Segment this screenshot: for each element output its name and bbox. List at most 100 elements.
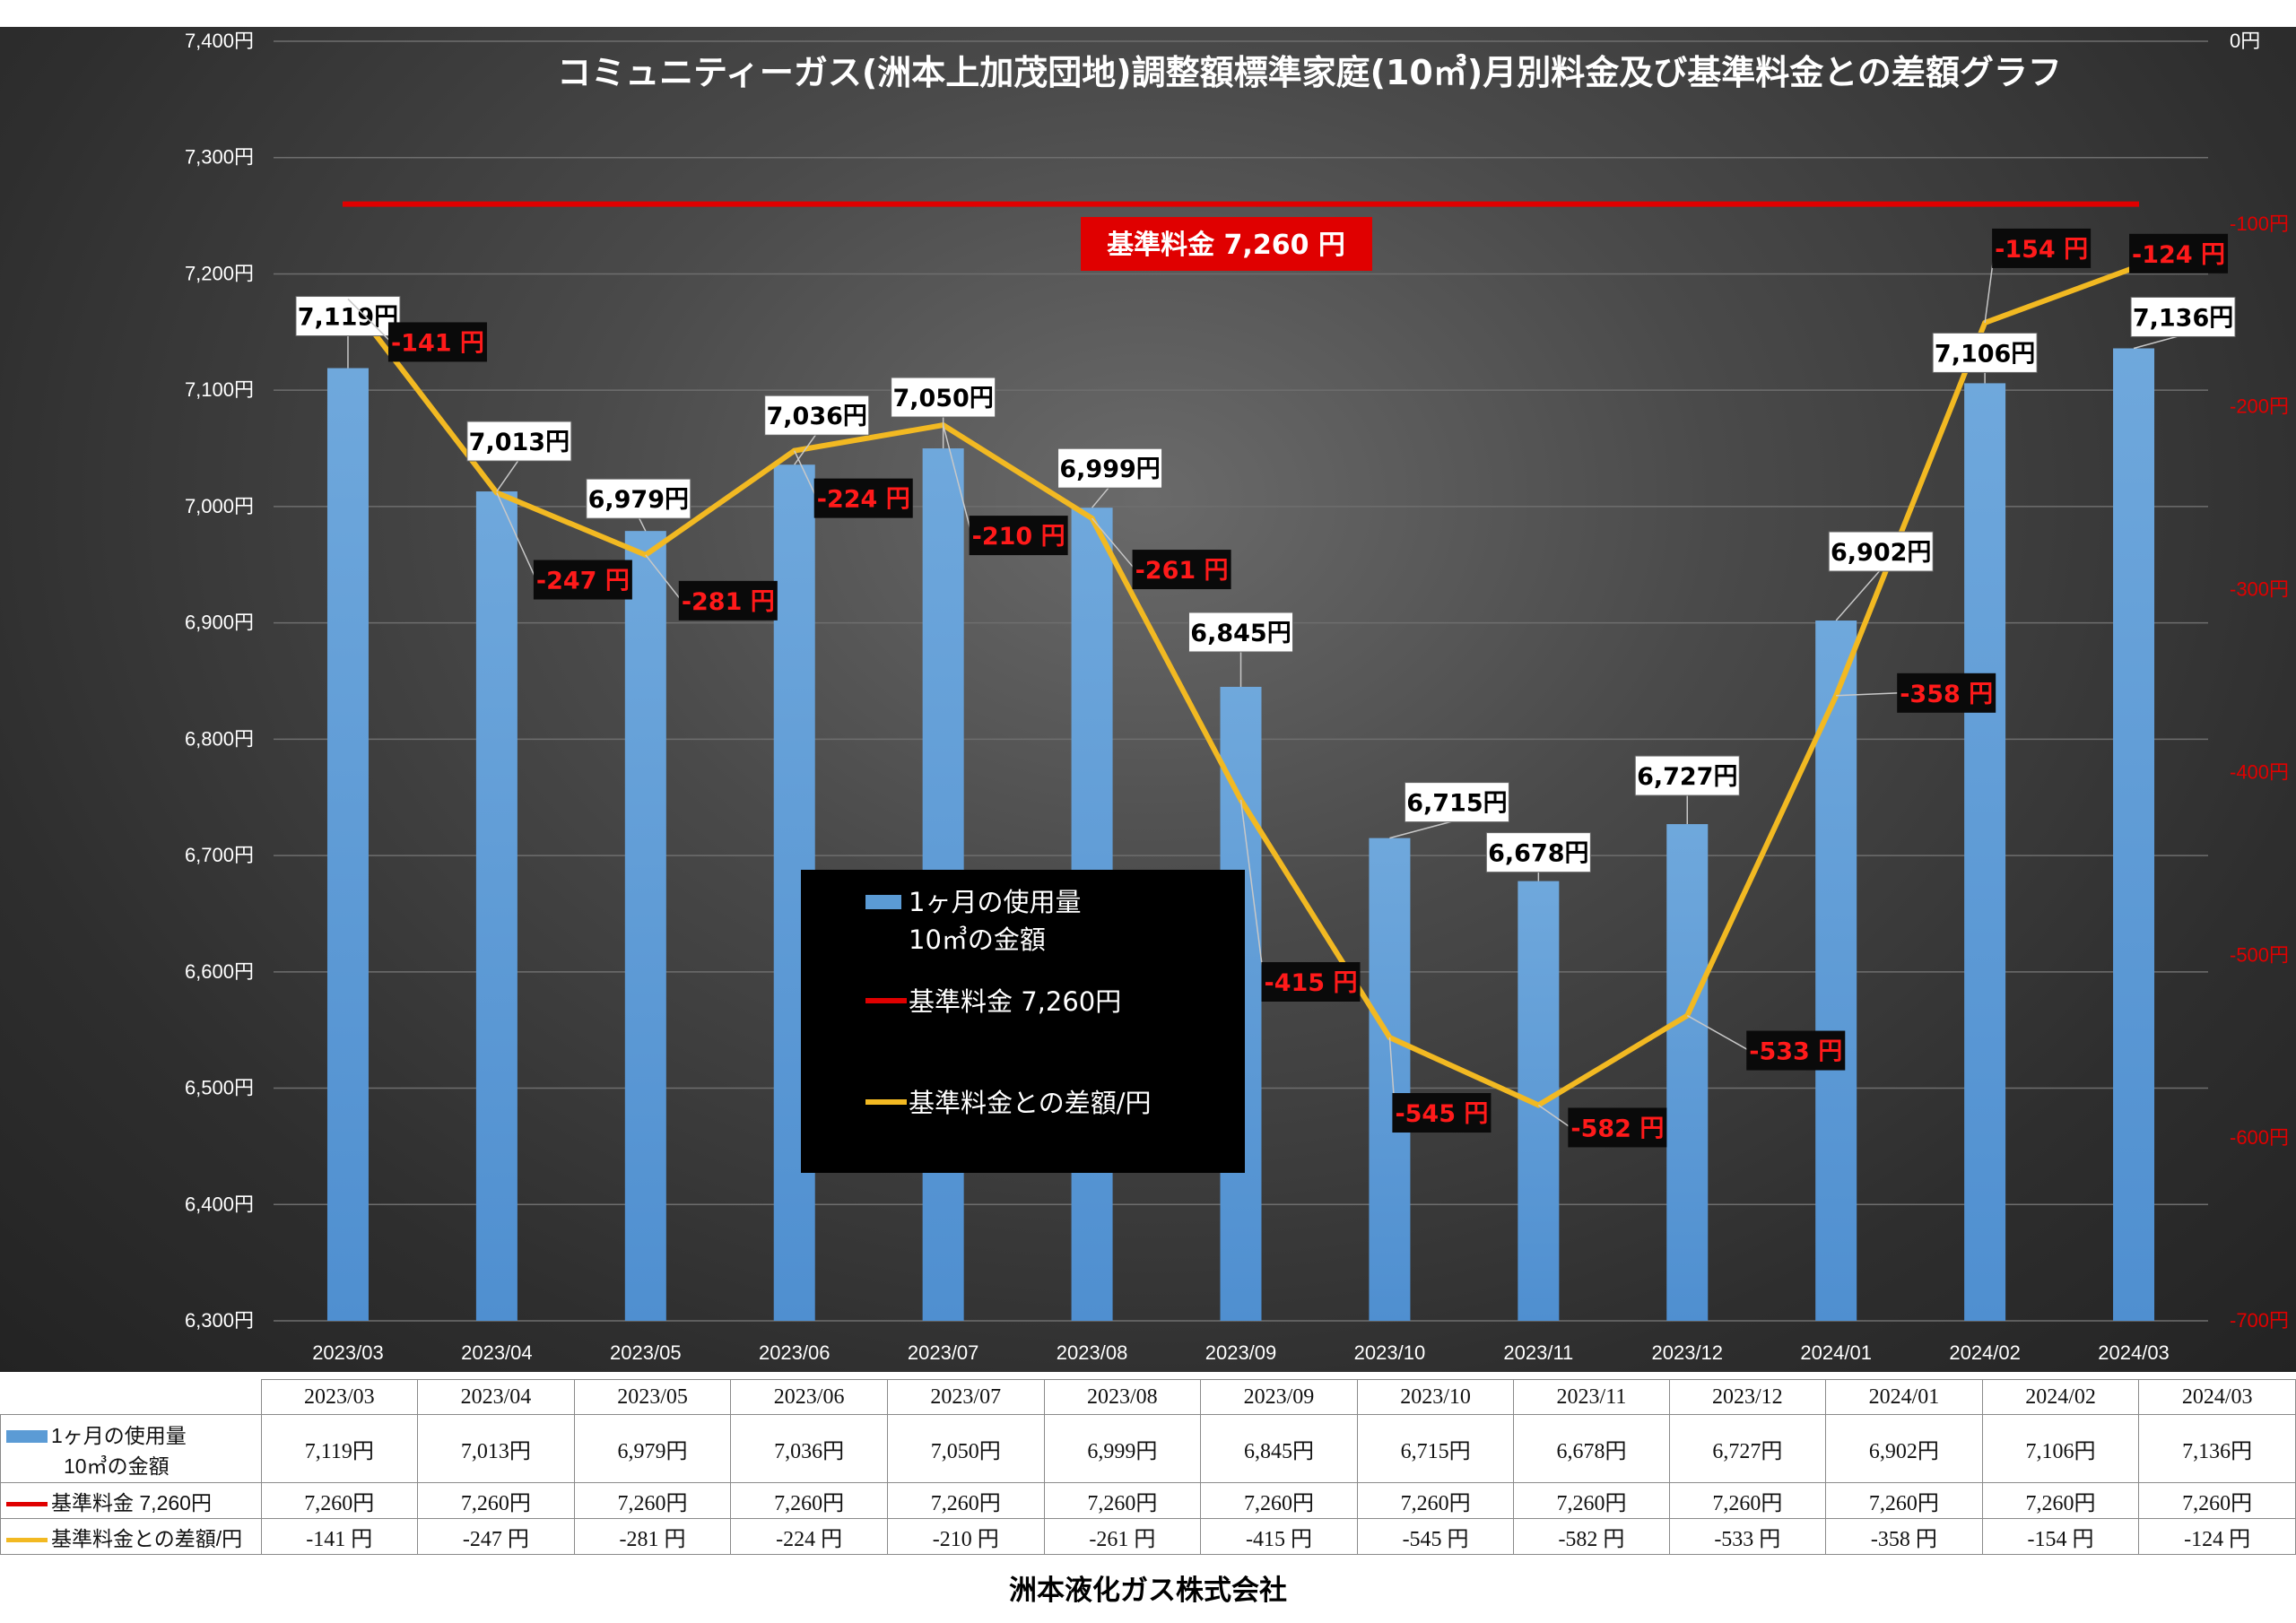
table-cell: -141 円 bbox=[260, 1518, 419, 1555]
table-cell: 7,260円 bbox=[417, 1482, 575, 1519]
table-cell: -533 円 bbox=[1668, 1518, 1827, 1555]
difference-data-label-box bbox=[969, 516, 1068, 556]
bar-data-label: 6,999円 bbox=[1059, 456, 1160, 483]
table-cell: 7,260円 bbox=[1668, 1482, 1827, 1519]
legend-label-difference: 基準料金との差額/円 bbox=[909, 1088, 1151, 1118]
x-tick-label: 2023/04 bbox=[461, 1341, 533, 1364]
difference-data-label-box bbox=[813, 478, 913, 518]
legend-label-base: 基準料金 7,260円 bbox=[909, 986, 1121, 1017]
table-cell: 6,715円 bbox=[1356, 1414, 1515, 1483]
table-legend-key bbox=[6, 1537, 48, 1542]
table-cell: 6,678円 bbox=[1513, 1414, 1670, 1483]
legend-label-bar-line2: 10㎥の金額 bbox=[909, 924, 1046, 955]
difference-data-label: -261 円 bbox=[1135, 557, 1229, 585]
table-column-header: 2023/07 bbox=[886, 1379, 1045, 1415]
table-cell: 6,999円 bbox=[1043, 1414, 1202, 1483]
difference-data-label: -582 円 bbox=[1570, 1115, 1664, 1142]
difference-data-label: -247 円 bbox=[536, 568, 630, 595]
y-left-tick-label: 6,700円 bbox=[185, 844, 254, 866]
bar-data-label: 7,119円 bbox=[298, 304, 398, 332]
bar-data-label: 7,013円 bbox=[469, 429, 570, 456]
bar-data-label-box bbox=[295, 296, 401, 337]
table-column-header: 2024/01 bbox=[1825, 1379, 1983, 1415]
table-column-header: 2023/05 bbox=[573, 1379, 732, 1415]
bar-data-label-box bbox=[764, 395, 870, 436]
difference-data-label: -154 円 bbox=[1995, 236, 2088, 264]
table-row-label-text: 基準料金 7,260円 bbox=[51, 1490, 212, 1515]
table-column-header: 2024/02 bbox=[1981, 1379, 2140, 1415]
chart-area: 6,300円 6,400円 6,500円 6,600円 6,700円 6,800円 6,90… bbox=[0, 27, 2296, 1372]
difference-data-label: -281 円 bbox=[682, 588, 775, 616]
difference-data-label: -124 円 bbox=[2132, 241, 2225, 269]
y-left-tick-label: 7,400円 bbox=[185, 30, 254, 52]
y-right-tick-label: -600円 bbox=[2230, 1126, 2289, 1149]
difference-data-label-box bbox=[1392, 1093, 1492, 1133]
table-cell: 7,119円 bbox=[260, 1414, 419, 1483]
table-cell: -582 円 bbox=[1513, 1518, 1670, 1555]
table-cell: -210 円 bbox=[886, 1518, 1045, 1555]
y-left-tick-label: 6,500円 bbox=[185, 1077, 254, 1099]
y-right-tick-label: 0円 bbox=[2230, 30, 2260, 52]
table-cell: 6,902円 bbox=[1825, 1414, 1983, 1483]
bar bbox=[1964, 383, 2006, 1321]
y-left-tick-label: 6,400円 bbox=[185, 1193, 254, 1215]
x-tick-label: 2023/06 bbox=[759, 1341, 831, 1364]
difference-data-label: -141 円 bbox=[391, 329, 484, 357]
difference-label-leader bbox=[496, 492, 537, 580]
x-tick-label: 2024/01 bbox=[1800, 1341, 1872, 1364]
table-column-header: 2023/03 bbox=[260, 1379, 419, 1415]
bar-data-label-box bbox=[1404, 782, 1509, 823]
bar-data-label-box bbox=[1485, 832, 1591, 873]
y-left-tick-label: 7,200円 bbox=[185, 262, 254, 284]
table-cell: 6,979円 bbox=[573, 1414, 732, 1483]
bar-data-label: 6,715円 bbox=[1406, 790, 1507, 818]
bar bbox=[1666, 824, 1709, 1321]
difference-data-label: -533 円 bbox=[1749, 1038, 1842, 1066]
x-tick-label: 2023/08 bbox=[1057, 1341, 1128, 1364]
bar-data-label-box bbox=[1057, 447, 1163, 489]
difference-data-label-box bbox=[533, 560, 632, 600]
bar-data-label: 6,678円 bbox=[1488, 840, 1588, 868]
legend-label-bar-line1: 1ヶ月の使用量 bbox=[909, 887, 1081, 917]
difference-data-label-box bbox=[387, 322, 487, 362]
table-cell: 7,260円 bbox=[886, 1482, 1045, 1519]
bar-data-label-box bbox=[586, 478, 691, 519]
table-cell: 7,260円 bbox=[573, 1482, 732, 1519]
difference-label-leader bbox=[1686, 1014, 1750, 1052]
table-cell: -358 円 bbox=[1825, 1518, 1983, 1555]
table-column-header: 2023/12 bbox=[1668, 1379, 1827, 1415]
table-cell: 7,260円 bbox=[1356, 1482, 1515, 1519]
table-column-header: 2023/10 bbox=[1356, 1379, 1515, 1415]
table-cell: -247 円 bbox=[417, 1518, 575, 1555]
x-tick-label: 2023/05 bbox=[610, 1341, 682, 1364]
bar-data-label: 6,979円 bbox=[588, 486, 689, 514]
bar bbox=[1369, 838, 1411, 1321]
table-legend-key bbox=[6, 1501, 48, 1506]
table-row-label-text: 基準料金との差額/円 bbox=[51, 1526, 243, 1550]
table-cell: 7,106円 bbox=[1981, 1414, 2140, 1483]
bar-label-leader bbox=[1835, 568, 1882, 621]
difference-label-leader bbox=[1836, 692, 1900, 697]
difference-label-leader bbox=[1239, 799, 1265, 983]
table-cell: 6,845円 bbox=[1200, 1414, 1358, 1483]
difference-data-label-box bbox=[1992, 228, 2092, 268]
bar-label-leader bbox=[1389, 819, 1457, 839]
bar bbox=[1815, 621, 1857, 1321]
bar-data-label: 6,845円 bbox=[1190, 620, 1291, 647]
bar bbox=[475, 491, 517, 1321]
table-cell: 7,260円 bbox=[2138, 1482, 2296, 1519]
difference-data-label: -224 円 bbox=[817, 486, 910, 514]
table-header-row: 2023/03 2023/04 2023/05 2023/06 2023/07 2023/… bbox=[0, 1379, 2296, 1415]
x-tick-label: 2023/11 bbox=[1503, 1341, 1573, 1364]
difference-data-label-box bbox=[2129, 233, 2229, 273]
table-column-header: 2023/09 bbox=[1200, 1379, 1358, 1415]
chart-title: コミュニティーガス(洲本上加茂団地)調整額標準家庭(10㎥)月別料金及び基準料金… bbox=[557, 53, 2062, 92]
table-cell: 7,013円 bbox=[417, 1414, 575, 1483]
y-left-tick-label: 7,300円 bbox=[185, 146, 254, 169]
table-column-header: 2023/06 bbox=[730, 1379, 888, 1415]
table-row-label: 1ヶ月の使用量 10㎥の金額 bbox=[0, 1414, 262, 1483]
y-right-tick-label: -500円 bbox=[2230, 943, 2289, 966]
table-row-label: 基準料金との差額/円 bbox=[0, 1518, 262, 1555]
difference-data-label: -210 円 bbox=[972, 523, 1065, 551]
table-cell: 7,260円 bbox=[1825, 1482, 1983, 1519]
